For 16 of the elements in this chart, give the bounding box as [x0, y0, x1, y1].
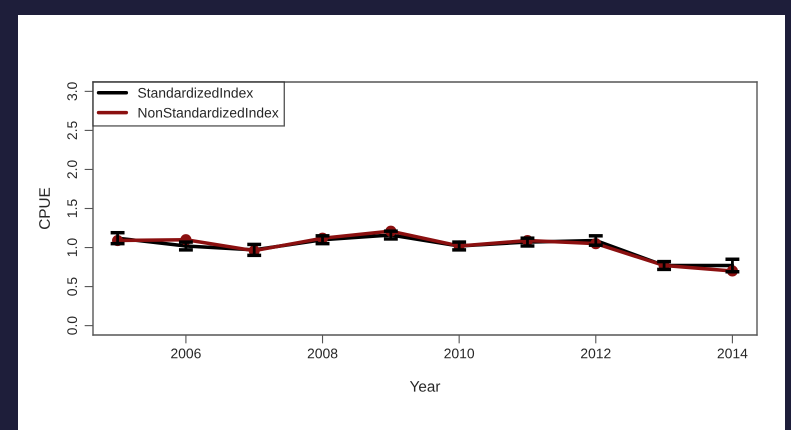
- y-tick-label: 2.5: [67, 121, 78, 140]
- x-tick-label: 2010: [444, 348, 474, 358]
- y-tick-label: 2.0: [67, 160, 78, 178]
- legend-label: NonStandardizedIndex: [138, 107, 279, 118]
- y-axis-title: CPUE: [39, 188, 50, 229]
- y-tick-label: 0.5: [67, 278, 78, 296]
- x-tick-label: 2014: [718, 348, 748, 358]
- x-tick-label: 2012: [581, 348, 611, 358]
- y-tick-label: 1.5: [67, 199, 78, 218]
- x-axis-title: Year: [410, 381, 440, 392]
- y-tick-label: 3.0: [67, 82, 78, 100]
- y-tick-label: 1.0: [67, 238, 78, 256]
- y-tick-label: 0.0: [67, 316, 78, 335]
- x-tick-label: 2006: [171, 348, 201, 358]
- legend-label: StandardizedIndex: [138, 88, 254, 98]
- x-tick-label: 2008: [308, 348, 338, 358]
